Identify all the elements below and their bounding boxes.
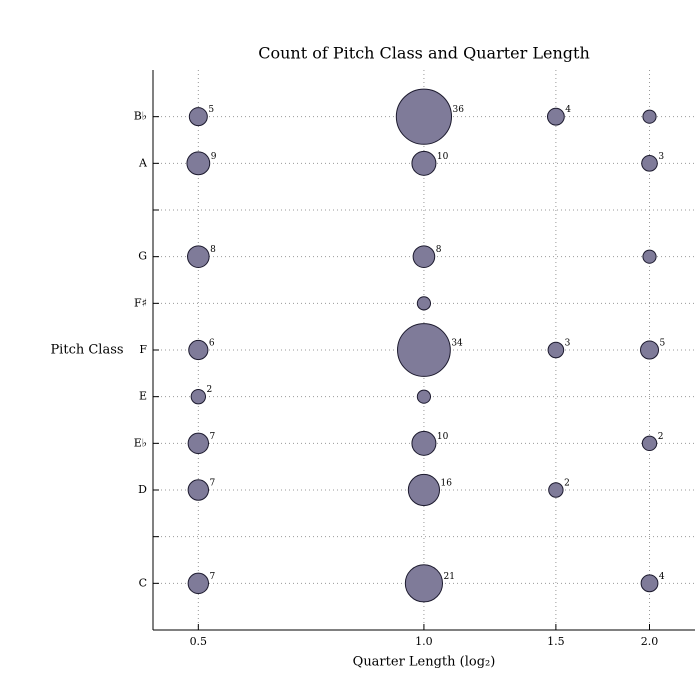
y-tick-label: D: [138, 483, 147, 496]
y-axis-label: Pitch Class: [50, 343, 123, 358]
chart-title: Count of Pitch Class and Quarter Length: [258, 44, 590, 63]
value-label: 3: [565, 339, 571, 349]
y-tick-label: F: [139, 343, 147, 356]
value-label: 7: [210, 432, 216, 442]
bubble: [548, 482, 564, 498]
x-tick-label: 2.0: [641, 635, 659, 648]
bubble: [188, 107, 208, 127]
bubble: [395, 88, 453, 145]
value-label: 4: [659, 572, 665, 582]
value-label: 34: [451, 339, 463, 349]
value-label: 10: [437, 432, 449, 442]
value-label: 36: [453, 105, 465, 115]
bubble: [190, 388, 207, 405]
bubble: [187, 245, 210, 268]
value-label: 6: [209, 339, 215, 349]
value-label: 10: [437, 152, 449, 162]
value-label: 3: [658, 152, 664, 162]
y-tick-label: A: [138, 156, 148, 169]
y-tick-label: F♯: [134, 296, 147, 309]
bubble: [188, 339, 209, 361]
bubble: [411, 430, 437, 456]
bubble: [641, 155, 658, 172]
bubble: [416, 296, 432, 311]
bubble: [642, 249, 657, 264]
y-tick-label: E♭: [134, 436, 147, 449]
value-label: 2: [658, 432, 664, 442]
bubble: [641, 435, 658, 452]
bubble: [187, 479, 210, 501]
bubble: [416, 389, 432, 404]
value-label: 16: [441, 479, 453, 489]
value-label: 5: [208, 105, 214, 115]
value-label: 2: [207, 385, 213, 395]
bubble: [411, 150, 437, 176]
bubble: [412, 245, 436, 268]
value-label: 7: [210, 572, 216, 582]
value-label: 21: [444, 572, 455, 582]
bubble: [407, 473, 441, 507]
bubble: [187, 432, 210, 455]
y-tick-label: B♭: [134, 110, 147, 123]
x-tick-label: 1.0: [415, 635, 433, 648]
bubble: [546, 107, 565, 126]
bubble: [397, 323, 451, 377]
value-label: 8: [210, 245, 216, 255]
x-axis-label: Quarter Length (log₂): [353, 655, 496, 670]
value-label: 2: [564, 479, 570, 489]
x-tick-label: 1.5: [547, 635, 565, 648]
value-label: 9: [211, 152, 217, 162]
value-label: 4: [565, 105, 571, 115]
y-tick-label: G: [138, 250, 147, 263]
bubble: [642, 109, 657, 124]
y-tick-label: C: [139, 576, 147, 589]
value-label: 5: [660, 339, 666, 349]
bubble: [547, 341, 565, 359]
x-tick-label: 0.5: [190, 635, 208, 648]
value-label: 8: [436, 245, 442, 255]
value-label: 7: [210, 479, 216, 489]
bubble: [640, 574, 659, 593]
bubble: [404, 564, 444, 603]
bubble: [186, 151, 211, 176]
bubble: [187, 572, 210, 595]
y-tick-label: E: [139, 390, 147, 403]
bubble: [640, 340, 660, 360]
